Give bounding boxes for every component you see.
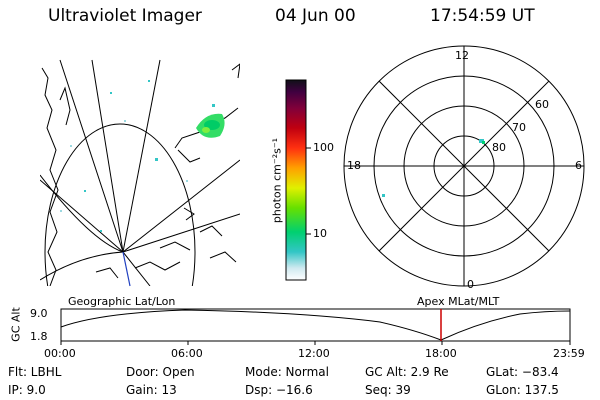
gain-info: Gain: 13	[126, 383, 177, 397]
dsp-info: Dsp: −16.6	[245, 383, 313, 397]
mlt-label-18: 18	[347, 159, 361, 172]
glon-info: GLon: 137.5	[486, 383, 559, 397]
auroral-emission-geo	[60, 80, 225, 232]
geographic-map	[40, 59, 240, 286]
time-tick-1800: 18:00	[425, 347, 457, 360]
altitude-ytick-1-8: 1.8	[30, 330, 48, 343]
time-tick-0600: 06:00	[171, 347, 203, 360]
time-tick-0000: 00:00	[44, 347, 76, 360]
colorbar	[285, 79, 311, 281]
mode-info: Mode: Normal	[245, 365, 329, 379]
lat-label-70: 70	[512, 121, 526, 134]
time-label: 17:54:59 UT	[430, 6, 535, 26]
filter-info: Flt: LBHL	[8, 365, 62, 379]
door-info: Door: Open	[126, 365, 195, 379]
seq-info: Seq: 39	[365, 383, 411, 397]
polar-plot	[343, 45, 585, 287]
lat-label-80: 80	[492, 141, 506, 154]
time-tick-2359: 23:59	[553, 347, 585, 360]
mlt-label-6: 6	[575, 159, 582, 172]
app-title: Ultraviolet Imager	[48, 6, 202, 26]
colorbar-tick-100: 100	[313, 141, 334, 154]
altitude-ytick-9: 9.0	[30, 307, 48, 320]
auroral-emission-polar	[382, 139, 485, 197]
ip-info: IP: 9.0	[8, 383, 46, 397]
altitude-plot	[60, 308, 571, 345]
colorbar-tick-10: 10	[313, 227, 327, 240]
geographic-caption: Geographic Lat/Lon	[68, 295, 176, 308]
mlt-label-0: 0	[467, 278, 474, 291]
nadir-line	[122, 251, 131, 287]
altitude-ylabel: GC Alt	[9, 307, 23, 342]
mlt-label-12: 12	[455, 49, 469, 62]
date-label: 04 Jun 00	[275, 6, 356, 26]
apex-caption: Apex MLat/MLT	[417, 295, 500, 308]
glat-info: GLat: −83.4	[486, 365, 559, 379]
time-tick-1200: 12:00	[298, 347, 330, 360]
colorbar-unit-label: photon cm⁻²s⁻¹	[270, 137, 284, 224]
lat-label-60: 60	[535, 98, 549, 111]
gc-alt-info: GC Alt: 2.9 Re	[365, 365, 449, 379]
